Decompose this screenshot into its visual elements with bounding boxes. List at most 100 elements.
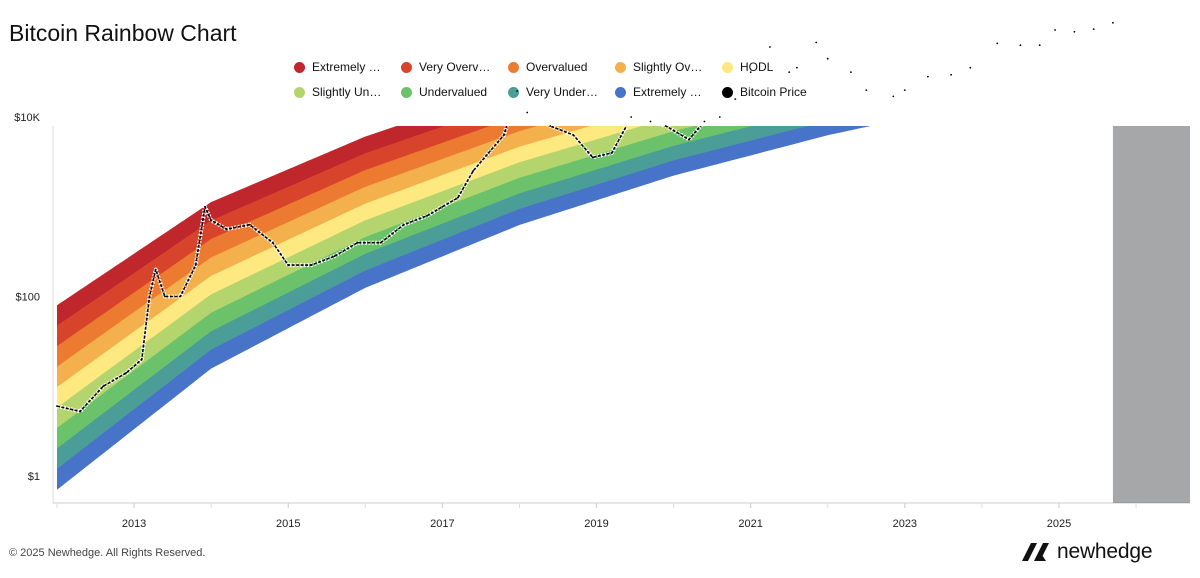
price-point xyxy=(796,66,798,69)
price-point xyxy=(148,295,151,298)
price-point xyxy=(996,42,999,45)
price-point xyxy=(718,116,721,118)
price-point xyxy=(125,371,128,374)
price-point xyxy=(154,268,157,271)
rainbow-band-9 xyxy=(57,126,871,490)
legend-label: Bitcoin Price xyxy=(740,85,807,99)
price-point xyxy=(572,134,575,136)
legend-swatch-icon xyxy=(615,61,626,73)
price-point xyxy=(903,89,906,91)
y-tick-label: $100 xyxy=(16,292,40,304)
price-point xyxy=(271,241,274,244)
price-point xyxy=(140,358,143,361)
price-point xyxy=(1112,21,1114,24)
newhedge-logo-icon xyxy=(1022,543,1049,561)
brand-logo[interactable]: newhedge xyxy=(1022,540,1153,564)
forecast-region xyxy=(1112,126,1190,503)
legend-item[interactable]: Very Overv… xyxy=(401,60,507,74)
x-tick-label: 2015 xyxy=(276,518,300,530)
price-point xyxy=(56,405,58,407)
price-point xyxy=(402,223,405,226)
legend-swatch-icon xyxy=(722,61,733,73)
legend-swatch-icon xyxy=(508,61,519,73)
price-point xyxy=(969,66,972,69)
price-point xyxy=(1092,28,1095,30)
legend-label: Extremely … xyxy=(633,85,702,99)
legend-item[interactable]: Extremely … xyxy=(294,60,400,74)
price-point xyxy=(164,295,166,298)
legend-item[interactable]: Slightly Un… xyxy=(294,85,400,99)
price-point xyxy=(826,57,829,60)
x-tick-label: 2021 xyxy=(738,518,762,530)
price-point xyxy=(1054,29,1056,31)
bitcoin-price-line xyxy=(57,126,702,413)
legend-item[interactable]: HODL xyxy=(722,60,828,74)
price-point xyxy=(611,152,613,154)
y-tick-label: $1 xyxy=(28,471,40,483)
price-point xyxy=(1073,30,1076,33)
legend-item[interactable]: Bitcoin Price xyxy=(722,85,828,99)
legend-item[interactable]: Slightly Ov… xyxy=(615,60,721,74)
y-tick-label: $10K xyxy=(14,112,40,124)
price-point xyxy=(703,120,706,123)
legend-swatch-icon xyxy=(722,86,733,98)
price-point xyxy=(788,71,791,73)
price-point xyxy=(204,205,206,208)
price-point xyxy=(549,125,552,127)
x-tick-label: 2013 xyxy=(122,518,146,530)
price-point xyxy=(210,219,213,222)
price-point xyxy=(441,205,444,208)
price-point xyxy=(649,120,652,123)
price-point xyxy=(516,90,518,92)
price-point xyxy=(815,41,818,44)
price-point xyxy=(591,156,594,159)
price-point xyxy=(426,214,428,217)
price-point xyxy=(850,71,852,73)
x-tick-label: 2023 xyxy=(893,518,917,530)
x-tick-label: 2019 xyxy=(584,518,608,530)
chart-title: Bitcoin Rainbow Chart xyxy=(9,20,237,46)
legend-label: Very Overv… xyxy=(419,60,491,74)
brand-name: newhedge xyxy=(1057,540,1153,563)
price-point xyxy=(526,111,529,114)
price-point xyxy=(487,152,490,154)
legend-swatch-icon xyxy=(294,61,305,73)
price-point xyxy=(688,138,690,141)
price-point xyxy=(769,46,771,48)
legend-label: HODL xyxy=(740,60,774,74)
legend-item[interactable]: Extremely … xyxy=(615,85,721,99)
legend-label: Undervalued xyxy=(419,85,488,99)
legend-swatch-icon xyxy=(401,61,412,73)
price-point xyxy=(892,95,895,98)
price-point xyxy=(379,241,382,244)
copyright-text: © 2025 Newhedge. All Rights Reserved. xyxy=(9,547,206,559)
price-point xyxy=(734,98,737,100)
legend: Extremely … Very Overv… Overvalued Slightly… xyxy=(294,60,854,99)
price-point xyxy=(102,385,105,388)
price-point xyxy=(333,255,336,258)
legend-label: Slightly Un… xyxy=(312,85,382,99)
legend-item[interactable]: Undervalued xyxy=(401,85,507,99)
price-point xyxy=(287,264,290,266)
price-point xyxy=(79,410,81,413)
legend-swatch-icon xyxy=(508,86,519,98)
price-point xyxy=(356,241,359,244)
x-tick-label: 2025 xyxy=(1047,518,1071,530)
price-point xyxy=(503,134,505,136)
legend-item[interactable]: Very Under… xyxy=(508,85,614,99)
price-point xyxy=(927,75,929,78)
price-point xyxy=(472,170,475,172)
legend-item[interactable]: Overvalued xyxy=(508,60,614,74)
legend-label: Overvalued xyxy=(526,60,588,74)
price-point xyxy=(179,295,182,298)
price-point xyxy=(248,223,251,226)
legend-label: Slightly Ov… xyxy=(633,60,703,74)
price-point xyxy=(630,116,633,118)
x-tick-label: 2017 xyxy=(430,518,454,530)
price-point xyxy=(1038,44,1041,47)
price-point xyxy=(1019,44,1022,47)
price-point xyxy=(456,196,459,199)
legend-label: Extremely … xyxy=(312,60,381,74)
price-point xyxy=(665,125,667,127)
